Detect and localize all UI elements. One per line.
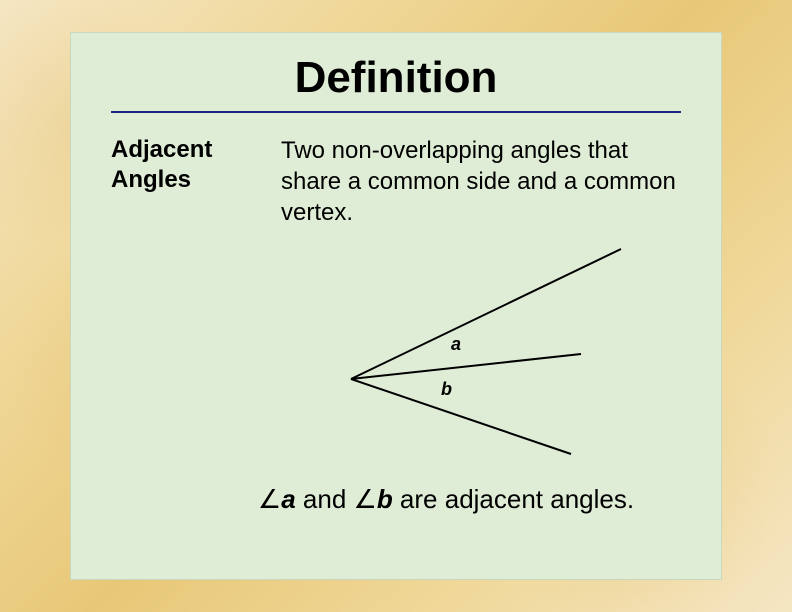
diagram-caption: ∠a and ∠b are adjacent angles. bbox=[111, 484, 681, 515]
angle-svg bbox=[291, 239, 651, 469]
definition-row: Adjacent Angles Two non-overlapping angl… bbox=[111, 135, 681, 229]
title-divider bbox=[111, 111, 681, 113]
angle-symbol-2: ∠ bbox=[354, 484, 377, 514]
card-title: Definition bbox=[111, 53, 681, 103]
angle-label-a: a bbox=[451, 334, 461, 355]
term-line-2: Angles bbox=[111, 166, 191, 193]
term-line-1: Adjacent bbox=[111, 136, 212, 163]
caption-var-b: b bbox=[377, 484, 393, 514]
caption-suffix: are adjacent angles. bbox=[393, 484, 634, 514]
definition-text: Two non-overlapping angles that share a … bbox=[281, 135, 681, 229]
definition-card: Definition Adjacent Angles Two non-overl… bbox=[70, 32, 722, 580]
caption-var-a: a bbox=[281, 484, 295, 514]
caption-and: and bbox=[296, 484, 354, 514]
angle-symbol-1: ∠ bbox=[258, 484, 281, 514]
angle-label-b: b bbox=[441, 379, 452, 400]
term-label: Adjacent Angles bbox=[111, 135, 251, 229]
angle-diagram: a b bbox=[111, 239, 681, 479]
